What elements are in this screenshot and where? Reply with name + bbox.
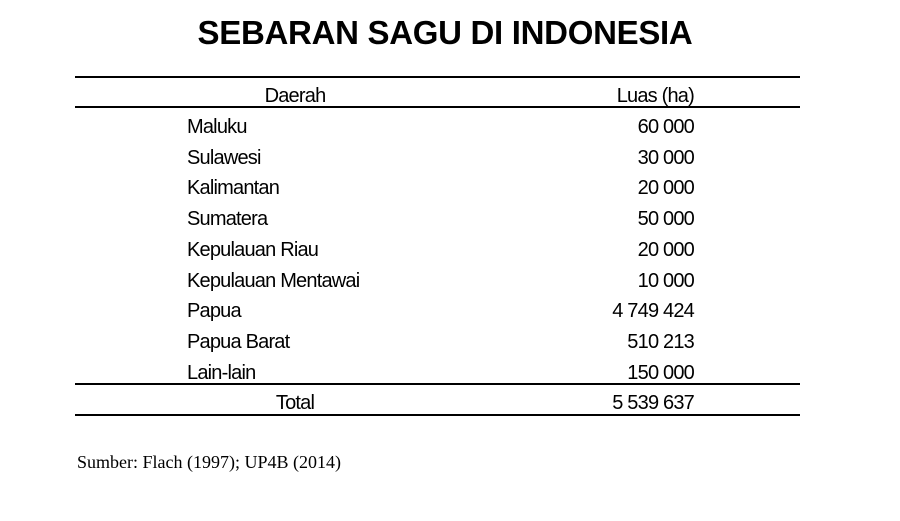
row-region: Sumatera bbox=[187, 208, 268, 231]
total-label: Total bbox=[275, 392, 315, 414]
row-region: Lain-lain bbox=[187, 361, 256, 384]
row-region: Papua bbox=[187, 300, 242, 323]
header-area: Luas (ha) bbox=[616, 85, 695, 107]
row-region: Kalimantan bbox=[187, 177, 280, 200]
row-area: 150 000 bbox=[627, 361, 694, 384]
table-top-rule bbox=[75, 76, 800, 78]
row-area: 20 000 bbox=[637, 177, 695, 200]
row-area: 510 213 bbox=[627, 330, 694, 353]
header-region: Daerah bbox=[264, 85, 327, 107]
header-rule bbox=[75, 106, 800, 108]
page-title: SEBARAN SAGU DI INDONESIA bbox=[197, 14, 693, 51]
source-note: Sumber: Flach (1997); UP4B (2014) bbox=[77, 452, 341, 472]
row-area: 10 000 bbox=[637, 269, 695, 292]
row-area: 30 000 bbox=[637, 146, 695, 169]
row-region: Papua Barat bbox=[187, 330, 290, 353]
row-area: 50 000 bbox=[637, 208, 695, 231]
table-bottom-rule bbox=[75, 414, 800, 416]
row-region: Sulawesi bbox=[187, 146, 261, 169]
total-top-rule bbox=[75, 383, 800, 385]
row-area: 4 749 424 bbox=[612, 300, 695, 323]
row-region: Maluku bbox=[187, 116, 247, 138]
row-area: 60 000 bbox=[637, 116, 695, 138]
row-region: Kepulauan Mentawai bbox=[187, 269, 360, 292]
total-value: 5 539 637 bbox=[612, 392, 695, 414]
row-area: 20 000 bbox=[637, 238, 695, 261]
row-region: Kepulauan Riau bbox=[187, 238, 319, 261]
